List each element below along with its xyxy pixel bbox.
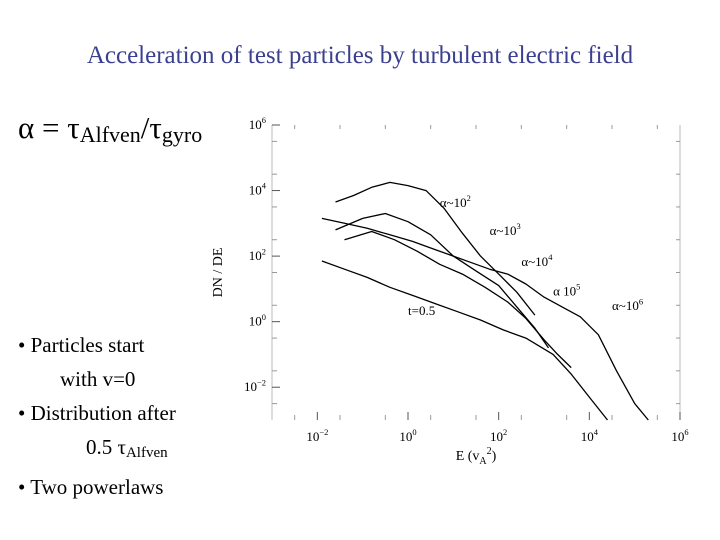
y-axis-label: DN / DE bbox=[211, 248, 226, 298]
time-annotation: t=0.5 bbox=[408, 303, 435, 318]
alfven-subscript-bullet: Alfven bbox=[125, 445, 168, 461]
series-line bbox=[344, 230, 572, 369]
x-tick-label: 104 bbox=[581, 427, 599, 444]
bullet-two-powerlaws: • Two powerlaws bbox=[18, 475, 164, 499]
series-line bbox=[321, 217, 649, 421]
equals-sign: = bbox=[34, 110, 68, 145]
tau-symbol: τ bbox=[117, 435, 126, 459]
x-tick-label: 10−2 bbox=[306, 427, 328, 444]
y-tick-label: 106 bbox=[249, 115, 266, 132]
series-label: α~104 bbox=[521, 252, 553, 269]
y-tick-label: 102 bbox=[249, 246, 266, 263]
series-group bbox=[321, 181, 649, 421]
gyro-subscript: gyro bbox=[161, 122, 203, 147]
axis-ticks: 10−2 100 102 104 106 106 104 102 100 10−2 bbox=[244, 115, 689, 444]
y-tick-label: 10−2 bbox=[244, 377, 266, 394]
bullet-list: • Particles start with v=0 • Distributio… bbox=[18, 328, 176, 504]
time-value: 0.5 bbox=[86, 435, 118, 459]
series-label: α~106 bbox=[612, 296, 643, 313]
x-axis-label: E (vA2) bbox=[456, 446, 497, 467]
y-tick-label: 104 bbox=[249, 181, 267, 198]
tau-alfven-symbol: τ bbox=[67, 110, 80, 145]
bullet-particles-start-cont: with v=0 bbox=[60, 367, 136, 391]
x-tick-label: 106 bbox=[671, 427, 688, 444]
series-label: α 105 bbox=[553, 282, 580, 299]
series-label: α~102 bbox=[440, 193, 471, 210]
bullet-distribution-after-cont: 0.5 τAlfven bbox=[18, 430, 176, 470]
series-line bbox=[321, 260, 609, 421]
y-tick-label: 100 bbox=[249, 312, 266, 329]
bullet-distribution-after: • Distribution after bbox=[18, 401, 176, 425]
slide-title: Acceleration of test particles by turbul… bbox=[86, 42, 634, 69]
alpha-symbol: α bbox=[18, 110, 35, 145]
alpha-definition: α = τAlfven/τgyro bbox=[18, 110, 202, 148]
series-line bbox=[335, 212, 550, 349]
series-line bbox=[335, 181, 536, 316]
tau-gyro-symbol: τ bbox=[149, 110, 162, 145]
series-label: α~103 bbox=[490, 221, 521, 238]
division-slash: / bbox=[140, 110, 150, 145]
x-tick-label: 102 bbox=[490, 427, 507, 444]
bullet-particles-start: • Particles start bbox=[18, 333, 145, 357]
alfven-subscript: Alfven bbox=[79, 122, 141, 147]
x-tick-label: 100 bbox=[399, 427, 416, 444]
